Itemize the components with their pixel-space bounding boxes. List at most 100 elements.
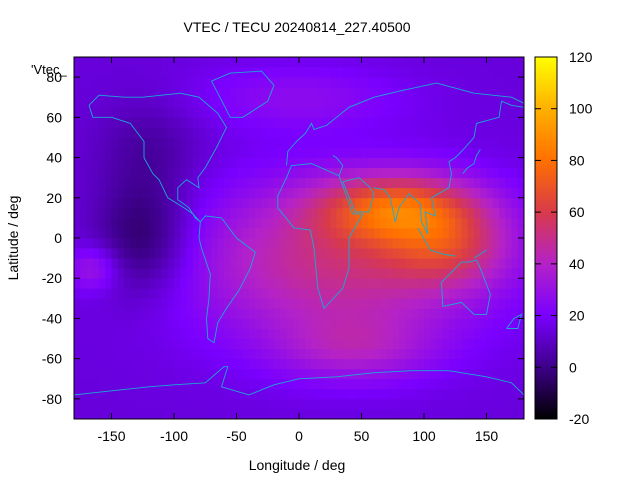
heatmap-cell (461, 67, 469, 78)
colorbar-tick-label: 0 (569, 359, 577, 375)
heatmap-cell (274, 117, 281, 128)
heatmap-cell (149, 147, 156, 158)
heatmap-cell (411, 147, 419, 158)
heatmap-cell (417, 258, 425, 269)
heatmap-cell (405, 147, 412, 158)
heatmap-cell (261, 127, 269, 138)
heatmap-cell (374, 157, 381, 169)
heatmap-cell (86, 137, 94, 148)
heatmap-cell (111, 398, 119, 410)
heatmap-cell (249, 308, 256, 319)
heatmap-cell (117, 197, 125, 209)
heatmap-cell (374, 368, 381, 380)
heatmap-cell (236, 368, 244, 380)
heatmap-cell (317, 117, 325, 128)
heatmap-cell (424, 408, 431, 420)
heatmap-cell (261, 288, 269, 299)
heatmap-cell (105, 268, 112, 279)
heatmap-cell (305, 388, 312, 400)
heatmap-cell (149, 298, 156, 309)
heatmap-cell (292, 117, 300, 128)
heatmap-cell (449, 278, 456, 289)
heatmap-cell (317, 388, 325, 400)
heatmap-cell (167, 167, 175, 179)
heatmap-cell (211, 117, 219, 128)
heatmap-cell (311, 338, 319, 350)
heatmap-cell (311, 217, 319, 229)
heatmap-cell (499, 227, 506, 239)
heatmap-cell (305, 207, 312, 219)
heatmap-cell (205, 167, 212, 179)
heatmap-cell (392, 298, 400, 309)
heatmap-cell (92, 147, 100, 158)
heatmap-cell (399, 338, 406, 350)
heatmap-cell (342, 238, 350, 249)
heatmap-cell (142, 248, 150, 259)
heatmap-cell (461, 127, 469, 138)
heatmap-cell (367, 288, 375, 299)
heatmap-cell (467, 97, 475, 108)
heatmap-cell (111, 338, 119, 350)
heatmap-cell (517, 227, 525, 239)
heatmap-cell (474, 288, 481, 299)
heatmap-cell (392, 167, 400, 179)
heatmap-cell (299, 368, 306, 380)
heatmap-cell (199, 177, 206, 189)
heatmap-cell (205, 137, 212, 148)
heatmap-cell (92, 227, 100, 239)
heatmap-cell (330, 97, 337, 108)
heatmap-cell (211, 87, 219, 98)
heatmap-cell (330, 238, 337, 249)
heatmap-cell (505, 238, 512, 249)
heatmap-cell (361, 167, 369, 179)
heatmap-cell (399, 288, 406, 299)
heatmap-cell (299, 77, 306, 88)
heatmap-cell (105, 378, 112, 390)
heatmap-cell (286, 67, 294, 78)
heatmap-cell (155, 107, 162, 118)
heatmap-cell (155, 358, 162, 370)
heatmap-cell (442, 298, 450, 309)
heatmap-cell (305, 167, 312, 179)
heatmap-cell (180, 338, 187, 350)
heatmap-cell (392, 408, 400, 420)
heatmap-cell (117, 328, 125, 339)
heatmap-cell (317, 157, 325, 169)
heatmap-cell (255, 238, 262, 249)
heatmap-cell (155, 278, 162, 289)
heatmap-cell (436, 197, 444, 209)
heatmap-cell (249, 398, 256, 410)
heatmap-cell (311, 288, 319, 299)
heatmap-cell (417, 348, 425, 360)
heatmap-cell (261, 268, 269, 279)
heatmap-cell (267, 167, 275, 179)
heatmap-cell (99, 77, 106, 88)
heatmap-cell (286, 157, 294, 169)
heatmap-cell (517, 408, 525, 420)
heatmap-cell (499, 187, 506, 199)
heatmap-cell (149, 107, 156, 118)
heatmap-cell (367, 217, 375, 229)
heatmap-cell (349, 318, 356, 329)
heatmap-cell (417, 318, 425, 329)
colorbar (534, 56, 558, 420)
heatmap-cell (217, 318, 225, 329)
heatmap-cell (330, 107, 337, 118)
heatmap-cell (155, 388, 162, 400)
heatmap-cell (249, 368, 256, 380)
heatmap-cell (255, 227, 262, 239)
heatmap-cell (311, 157, 319, 169)
heatmap-cell (324, 318, 331, 329)
heatmap-cell (317, 358, 325, 370)
heatmap-cell (124, 238, 131, 249)
heatmap-cell (280, 398, 287, 410)
heatmap-cell (511, 368, 519, 380)
heatmap-cell (430, 217, 437, 229)
heatmap-cell (105, 248, 112, 259)
heatmap-cell (249, 137, 256, 148)
heatmap-cell (224, 207, 231, 219)
heatmap-cell (117, 77, 125, 88)
heatmap-cell (505, 318, 512, 329)
heatmap-cell (230, 147, 237, 158)
heatmap-cell (480, 67, 487, 78)
